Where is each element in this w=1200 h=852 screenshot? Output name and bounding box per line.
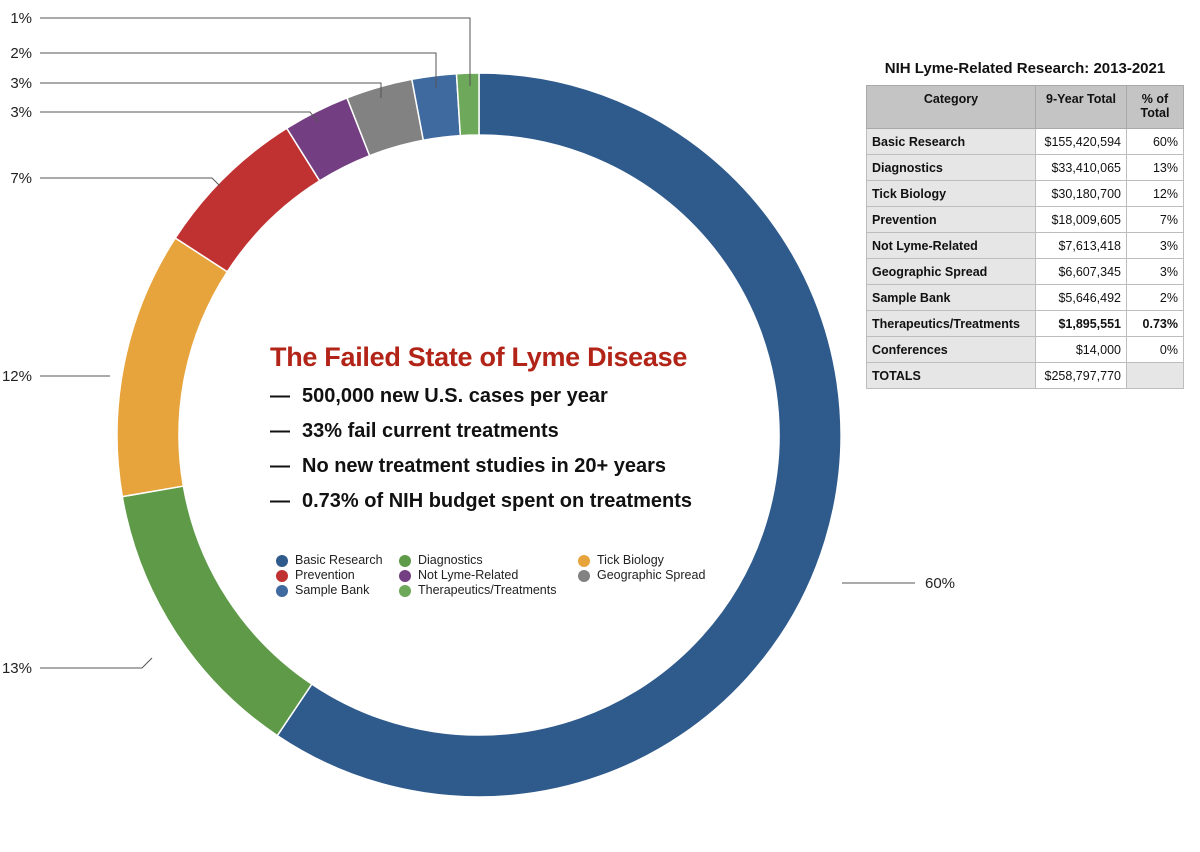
- legend-swatch: [276, 569, 288, 582]
- bullet-item: —500,000 new U.S. cases per year: [270, 385, 608, 407]
- cell-category: TOTALS: [866, 362, 1036, 389]
- cell-pct: 60%: [1126, 128, 1184, 155]
- cell-total: $6,607,345: [1035, 258, 1127, 285]
- leader-line: [40, 82, 382, 98]
- slice-diagnostics: [121, 485, 313, 737]
- cell-pct: 0.73%: [1126, 310, 1184, 337]
- chart-legend: Basic Research Diagnostics Tick Biology Pre…: [276, 553, 726, 598]
- cell-total: $258,797,770: [1035, 362, 1127, 389]
- table-row: Not Lyme-Related $7,613,418 3%: [866, 232, 1184, 259]
- legend-swatch: [276, 554, 288, 567]
- cell-category: Tick Biology: [866, 180, 1036, 207]
- cell-category: Sample Bank: [866, 284, 1036, 311]
- legend-item: Basic Research: [276, 553, 399, 568]
- legend-item: Geographic Spread: [578, 568, 726, 583]
- cell-total: $5,646,492: [1035, 284, 1127, 311]
- legend-item: Diagnostics: [399, 553, 578, 568]
- slice-pct-label: 12%: [2, 368, 32, 385]
- slice-pct-label: 13%: [2, 660, 32, 677]
- cell-pct: 7%: [1126, 206, 1184, 233]
- legend-item: Sample Bank: [276, 583, 399, 598]
- legend-item: Therapeutics/Treatments: [399, 583, 578, 598]
- legend-swatch: [578, 569, 590, 582]
- header-total: 9-Year Total: [1035, 85, 1127, 129]
- table-title: NIH Lyme-Related Research: 2013-2021: [884, 60, 1166, 77]
- leader-line: [40, 52, 437, 88]
- cell-pct: [1126, 362, 1184, 389]
- cell-category: Prevention: [866, 206, 1036, 233]
- cell-total: $155,420,594: [1035, 128, 1127, 155]
- leader-line: [40, 111, 319, 123]
- leader-line: [40, 657, 153, 669]
- slice-pct-label: 3%: [10, 75, 32, 92]
- cell-total: $30,180,700: [1035, 180, 1127, 207]
- slice-pct-label: 2%: [10, 45, 32, 62]
- cell-pct: 3%: [1126, 258, 1184, 285]
- legend-item: Prevention: [276, 568, 399, 583]
- cell-category: Therapeutics/Treatments: [866, 310, 1036, 337]
- header-category: Category: [866, 85, 1036, 129]
- header-pct: % of Total: [1126, 85, 1184, 129]
- leader-line: [40, 17, 471, 86]
- legend-item: Not Lyme-Related: [399, 568, 578, 583]
- cell-category: Diagnostics: [866, 154, 1036, 181]
- bullet-item: —0.73% of NIH budget spent on treatments: [270, 490, 693, 512]
- legend-label: Prevention: [295, 568, 355, 582]
- legend-label: Not Lyme-Related: [418, 568, 519, 582]
- legend-label: Basic Research: [295, 553, 383, 567]
- center-title: The Failed State of Lyme Disease: [270, 342, 688, 372]
- slice-pct-label: 1%: [10, 10, 32, 27]
- table-row: Geographic Spread $6,607,345 3%: [866, 258, 1184, 285]
- table-row: Diagnostics $33,410,065 13%: [866, 154, 1184, 181]
- table-row: Tick Biology $30,180,700 12%: [866, 180, 1184, 207]
- table-row: TOTALS $258,797,770: [866, 362, 1184, 389]
- funding-table: Category 9-Year Total % of Total Basic R…: [866, 85, 1184, 389]
- legend-label: Sample Bank: [295, 583, 370, 597]
- legend-label: Therapeutics/Treatments: [418, 583, 557, 597]
- table-row: Conferences $14,000 0%: [866, 336, 1184, 363]
- center-text: The Failed State of Lyme Disease —500,00…: [270, 342, 740, 519]
- cell-total: $18,009,605: [1035, 206, 1127, 233]
- slice-pct-label: 60%: [925, 575, 955, 592]
- leader-line: [40, 177, 221, 187]
- slice-tick-biology: [116, 236, 229, 498]
- table-row: Sample Bank $5,646,492 2%: [866, 284, 1184, 311]
- cell-category: Basic Research: [866, 128, 1036, 155]
- cell-category: Geographic Spread: [866, 258, 1036, 285]
- legend-label: Diagnostics: [418, 553, 483, 567]
- slice-therapeutics-treatments: [455, 72, 480, 137]
- cell-pct: 3%: [1126, 232, 1184, 259]
- cell-category: Conferences: [866, 336, 1036, 363]
- legend-item: Tick Biology: [578, 553, 726, 568]
- bullet-item: — No new treatment studies in 20+ years: [270, 455, 667, 477]
- legend-label: Tick Biology: [597, 553, 664, 567]
- cell-pct: 2%: [1126, 284, 1184, 311]
- legend-swatch: [399, 584, 411, 597]
- table-row: Therapeutics/Treatments $1,895,551 0.73%: [866, 310, 1184, 337]
- table-header-row: Category 9-Year Total % of Total: [866, 85, 1184, 129]
- table-row: Prevention $18,009,605 7%: [866, 206, 1184, 233]
- cell-pct: 13%: [1126, 154, 1184, 181]
- bullet-item: —33% fail current treatments: [270, 420, 559, 442]
- table-row: Basic Research $155,420,594 60%: [866, 128, 1184, 155]
- legend-swatch: [578, 554, 590, 567]
- legend-swatch: [399, 569, 411, 582]
- cell-total: $7,613,418: [1035, 232, 1127, 259]
- cell-pct: 0%: [1126, 336, 1184, 363]
- slice-pct-label: 3%: [10, 104, 32, 121]
- slice-pct-label: 7%: [10, 170, 32, 187]
- legend-swatch: [276, 584, 288, 597]
- cell-pct: 12%: [1126, 180, 1184, 207]
- slice-basic-research: [276, 72, 842, 798]
- cell-total: $1,895,551: [1035, 310, 1127, 337]
- legend-label: Geographic Spread: [597, 568, 706, 582]
- legend-swatch: [399, 554, 411, 567]
- cell-total: $14,000: [1035, 336, 1127, 363]
- cell-total: $33,410,065: [1035, 154, 1127, 181]
- slice-prevention: [174, 127, 321, 273]
- cell-category: Not Lyme-Related: [866, 232, 1036, 259]
